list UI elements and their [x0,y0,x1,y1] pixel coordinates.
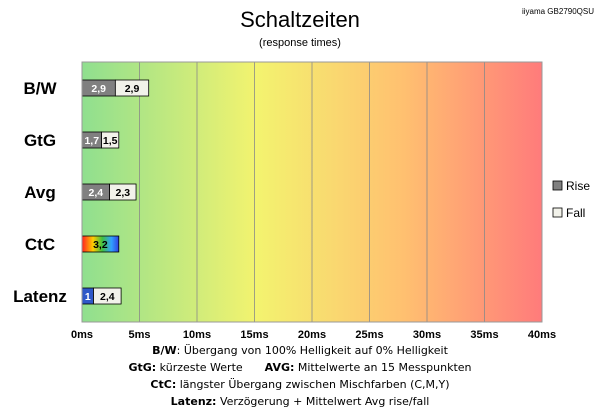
legend: Rise Fall [552,179,590,220]
note-avg-text: Mittelwerte an 15 Messpunkten [294,361,472,374]
legend-swatch-fall [552,207,563,218]
note-gtg-text: kürzeste Werte [156,361,243,374]
bar-value-label: 1,5 [103,135,118,147]
legend-label-fall: Fall [566,206,585,220]
note-bw: B/W: Übergang von 100% Helligkeit auf 0%… [0,342,600,359]
category-label: B/W [23,79,57,98]
x-tick-labels: 0ms 5ms 10ms 15ms 20ms 25ms 30ms 35ms 40ms [71,329,556,341]
bar-value-label: 3,2 [93,239,108,251]
note-bw-key: B/W [152,344,177,357]
note-ctc: CtC: längster Übergang zwischen Mischfar… [0,376,600,393]
x-tick-label: 40ms [528,329,556,341]
plot-border [81,61,543,323]
bar-value-label: 1 [85,291,91,303]
bar-fall [101,131,120,149]
category-label: GtG [24,131,56,150]
x-tick-label: 5ms [128,329,150,341]
legend-swatch-rise [552,180,563,191]
x-tick-label: 20ms [298,329,326,341]
note-gtg-avg: GtG: kürzeste Werte AVG: Mittelwerte an 1… [0,359,600,376]
bar-value-label: 2,9 [91,83,106,95]
note-gtg-key: GtG: [128,361,157,374]
gridlines [139,62,485,322]
x-tick-label: 0ms [71,329,93,341]
bar-fall [109,183,137,201]
bar-fall [114,79,150,97]
category-label: CtC [25,235,55,254]
x-tick-label: 25ms [355,329,383,341]
bar-value-label: 2,9 [125,83,140,95]
note-ctc-text: längster Übergang zwischen Mischfarben (… [176,378,450,391]
x-tick-label: 30ms [413,329,441,341]
chart-title: Schaltzeiten [240,7,360,32]
note-avg-key: AVG: [264,361,295,374]
notes: B/W: Übergang von 100% Helligkeit auf 0%… [0,342,600,410]
category-labels: B/W GtG Avg CtC Latenz [13,79,67,306]
model-label: iiyama GB2790QSU [522,7,594,16]
note-ctc-key: CtC: [150,378,177,391]
bar-value-label: 2,3 [116,187,131,199]
x-tick-label: 10ms [183,329,211,341]
bars: 2,9 2,9 1,7 1,5 2,4 2,3 3,2 1 2,4 [81,79,150,305]
chart-subtitle: (response times) [259,37,341,49]
x-tick-label: 35ms [470,329,498,341]
note-lat-key: Latenz: [170,395,217,408]
bar-value-label: 2,4 [100,291,115,303]
note-lat-text: Verzögerung + Mittelwert Avg rise/fall [216,395,430,408]
response-time-chart: Schaltzeiten (response times) iiyama GB2… [13,7,594,341]
note-latency: Latenz: Verzögerung + Mittelwert Avg ris… [0,393,600,410]
category-label: Latenz [13,287,67,306]
bar-value-label: 2,4 [88,187,103,199]
x-tick-label: 15ms [240,329,268,341]
bar-value-label: 1,7 [84,135,99,147]
note-bw-text: : Übergang von 100% Helligkeit auf 0% He… [176,344,448,357]
legend-label-rise: Rise [566,179,590,193]
bar-fall [93,287,122,305]
category-label: Avg [24,183,56,202]
